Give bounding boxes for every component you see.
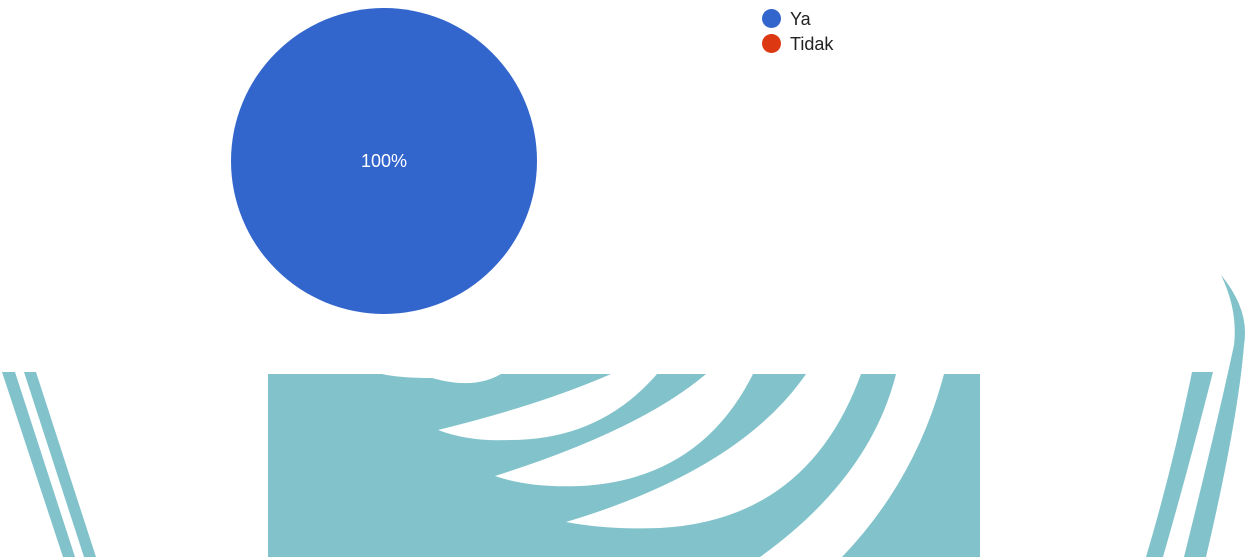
legend-swatch-ya [762,9,781,28]
watermark-left-arcs [2,372,96,557]
watermark-right-arcs [1146,275,1246,557]
legend-item-tidak: Tidak [762,31,833,56]
watermark-center-block [268,374,980,557]
pie-slice-ya [231,8,537,314]
pie-slice-label-ya: 100% [361,151,407,171]
chart-legend: Ya Tidak [762,6,833,56]
legend-label-ya: Ya [790,8,811,29]
legend-item-ya: Ya [762,6,833,31]
legend-label-tidak: Tidak [790,33,834,54]
legend-swatch-tidak [762,34,781,53]
